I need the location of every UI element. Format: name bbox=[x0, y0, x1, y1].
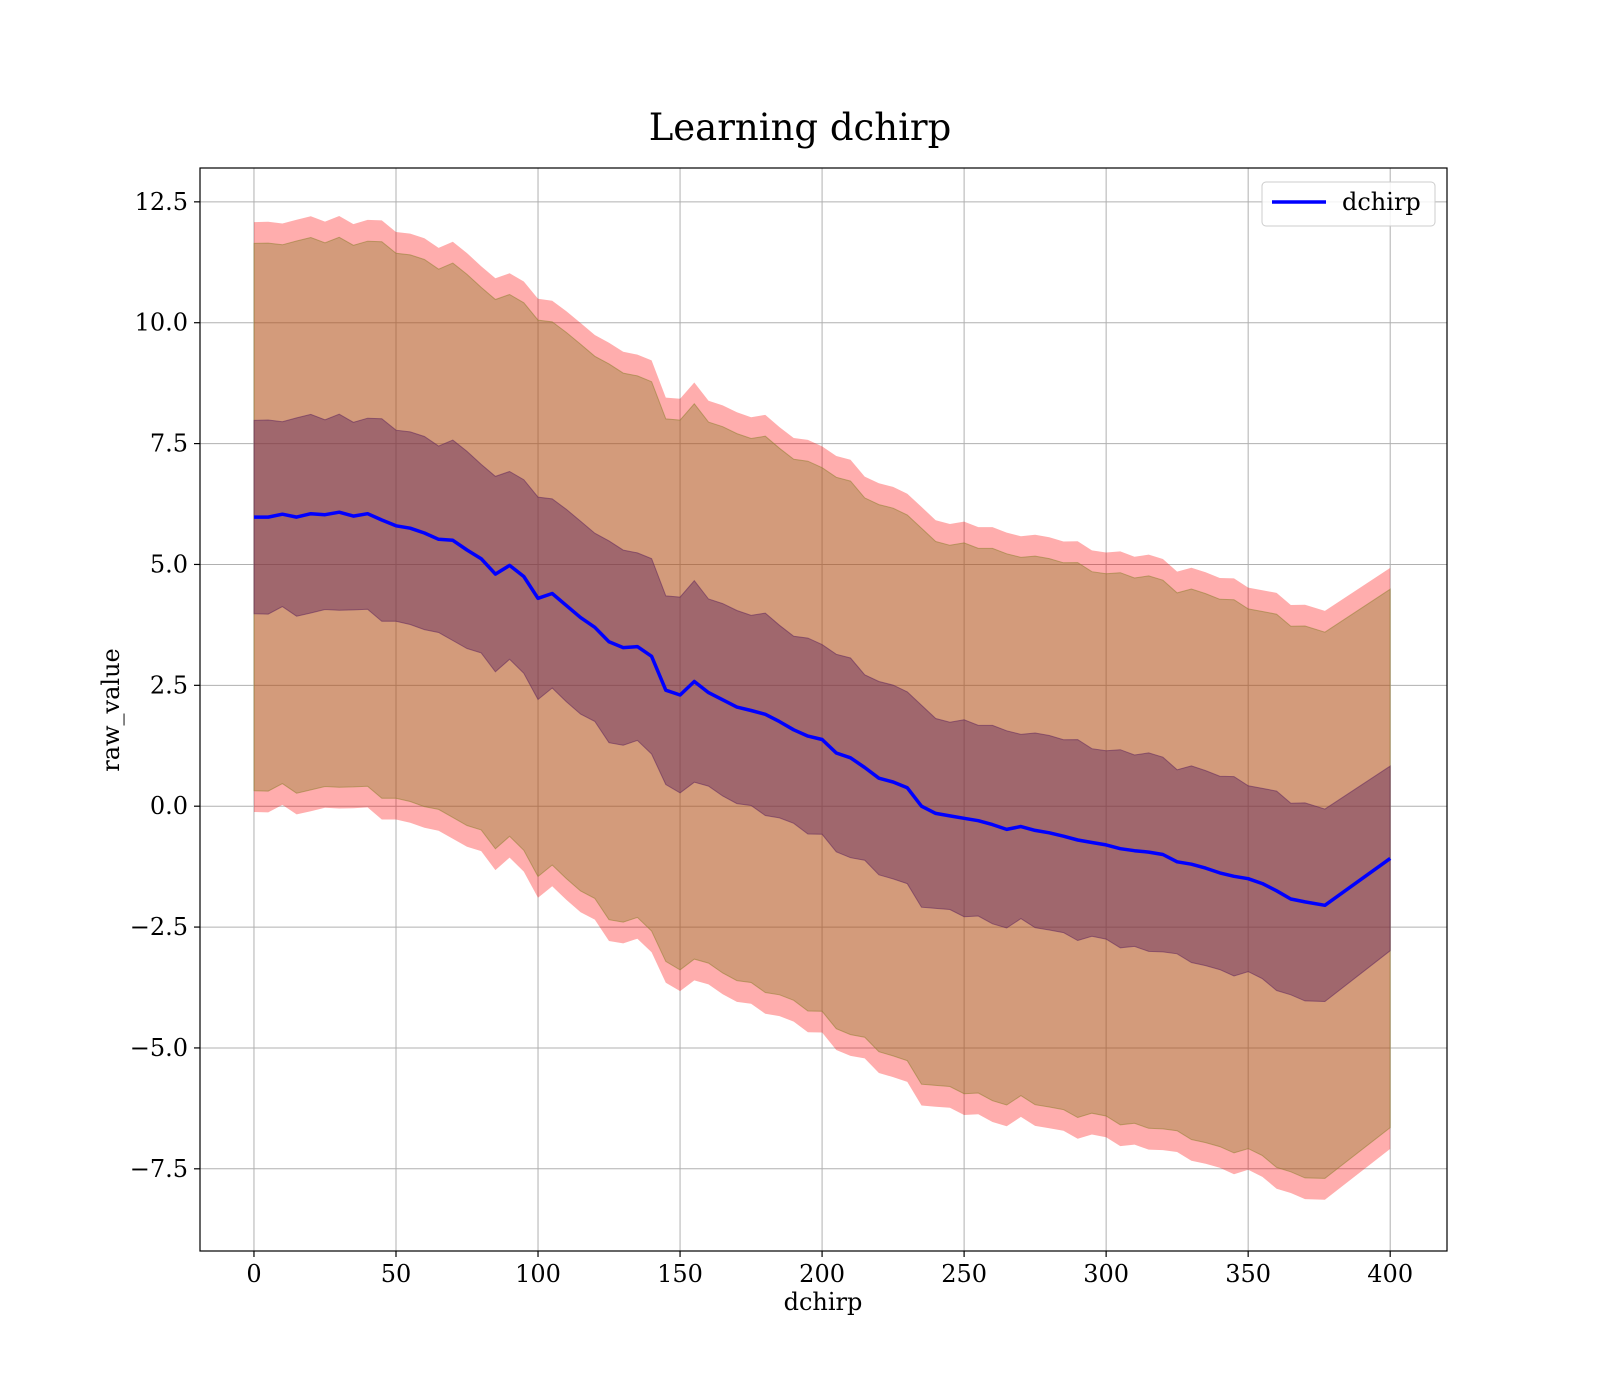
legend-box bbox=[1261, 181, 1436, 227]
y-tick-label: 0.0 bbox=[150, 792, 188, 820]
x-tick-label: 250 bbox=[941, 1260, 987, 1288]
x-axis-label: dchirp bbox=[784, 1288, 863, 1316]
middle-band bbox=[253, 236, 1391, 1179]
outer-band bbox=[254, 216, 1391, 1200]
x-axis: 0 50 100 150 200 250 300 350 400 bbox=[246, 1251, 1413, 1288]
x-tick-label: 400 bbox=[1367, 1260, 1413, 1288]
x-tick-label: 150 bbox=[657, 1260, 703, 1288]
series-lines bbox=[254, 510, 1392, 908]
y-tick-label: 7.5 bbox=[150, 430, 188, 458]
y-tick-label: −2.5 bbox=[130, 913, 188, 941]
y-axis: −7.5 −5.0 −2.5 0.0 2.5 5.0 7.5 10.0 12.5 bbox=[130, 188, 200, 1183]
y-axis-label: raw_value bbox=[97, 648, 125, 772]
grid bbox=[200, 168, 1447, 1251]
x-tick-label: 350 bbox=[1225, 1260, 1271, 1288]
x-tick-label: 300 bbox=[1083, 1260, 1129, 1288]
y-tick-label: 2.5 bbox=[150, 671, 188, 699]
y-tick-label: −5.0 bbox=[130, 1034, 188, 1062]
y-tick-label: 12.5 bbox=[135, 188, 188, 216]
bands bbox=[253, 216, 1391, 1200]
x-tick-label: 100 bbox=[515, 1260, 561, 1288]
y-tick-label: 10.0 bbox=[135, 309, 188, 337]
x-tick-label: 200 bbox=[799, 1260, 845, 1288]
y-tick-label: −7.5 bbox=[130, 1155, 188, 1183]
y-tick-label: 5.0 bbox=[150, 550, 188, 578]
plot-area-frame bbox=[199, 167, 1448, 1252]
legend-label-dchirp: dchirp bbox=[1342, 188, 1421, 216]
inner-band bbox=[253, 413, 1391, 1003]
legend: dchirp bbox=[1261, 181, 1436, 227]
x-tick-label: 50 bbox=[381, 1260, 412, 1288]
series-line-dchirp bbox=[254, 510, 1392, 908]
x-tick-label: 0 bbox=[246, 1260, 261, 1288]
chart-title: Learning dchirp bbox=[649, 106, 952, 149]
